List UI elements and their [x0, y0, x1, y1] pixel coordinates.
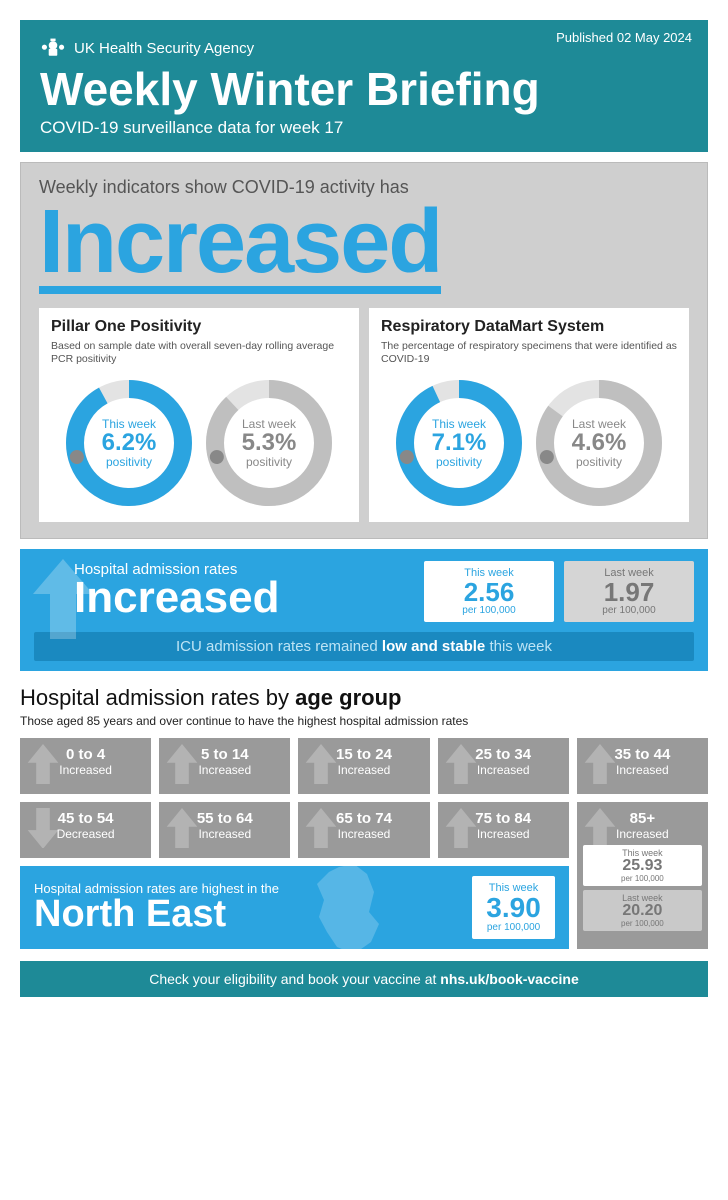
age-tile: 35 to 44 Increased [577, 738, 708, 794]
age-subheading: Those aged 85 years and over continue to… [20, 714, 708, 728]
footer-url[interactable]: nhs.uk/book-vaccine [440, 971, 578, 987]
age-tile: 65 to 74 Increased [298, 802, 429, 858]
card-title: Pillar One Positivity [51, 318, 347, 336]
age-tile: 55 to 64 Increased [159, 802, 290, 858]
donut-this: This week 7.1% positivity [394, 378, 524, 508]
indicator-panel: Weekly indicators show COVID-19 activity… [20, 162, 708, 539]
region-panel: Hospital admission rates are highest in … [20, 866, 569, 949]
footer-bar: Check your eligibility and book your vac… [20, 961, 708, 997]
card-title: Respiratory DataMart System [381, 318, 677, 336]
donut-this: This week 6.2% positivity [64, 378, 194, 508]
page-title: Weekly Winter Briefing [40, 66, 688, 112]
hospital-panel: Hospital admission rates Increased This … [20, 549, 708, 671]
header: Published 02 May 2024 UK Health Security… [20, 20, 708, 152]
age85-this: This week25.93per 100,000 [583, 845, 702, 886]
region-stat: This week 3.90 per 100,000 [472, 876, 555, 939]
icu-strip: ICU admission rates remained low and sta… [34, 632, 694, 661]
published-date: Published 02 May 2024 [556, 30, 692, 45]
hospital-this-week: This week 2.56 per 100,000 [424, 561, 554, 622]
indicator-word: Increased [39, 200, 441, 294]
page-subtitle: COVID-19 surveillance data for week 17 [40, 118, 688, 138]
age-tile: 25 to 34 Increased [438, 738, 569, 794]
age-tile: 75 to 84 Increased [438, 802, 569, 858]
card-desc: Based on sample date with overall seven-… [51, 340, 347, 368]
positivity-card: Respiratory DataMart System The percenta… [369, 308, 689, 522]
crest-icon [40, 36, 66, 60]
positivity-card: Pillar One Positivity Based on sample da… [39, 308, 359, 522]
age-tile: 15 to 24 Increased [298, 738, 429, 794]
hospital-word: Increased [74, 578, 414, 618]
age-heading: Hospital admission rates by age group [20, 685, 708, 711]
age85-last: Last week20.20per 100,000 [583, 890, 702, 931]
donut-last: Last week 4.6% positivity [534, 378, 664, 508]
donut-last: Last week 5.3% positivity [204, 378, 334, 508]
age-tile: 5 to 14 Increased [159, 738, 290, 794]
age-tile: 0 to 4 Increased [20, 738, 151, 794]
age-tile-85plus: 85+ Increased This week25.93per 100,000 … [577, 802, 708, 949]
hospital-last-week: Last week 1.97 per 100,000 [564, 561, 694, 622]
agency-name: UK Health Security Agency [74, 40, 254, 57]
age-grid: 0 to 4 Increased 5 to 14 Increased 15 to… [20, 738, 708, 949]
card-desc: The percentage of respiratory specimens … [381, 340, 677, 368]
uk-map-icon [299, 866, 409, 949]
up-arrow-icon [28, 559, 98, 639]
age-tile: 45 to 54 Decreased [20, 802, 151, 858]
